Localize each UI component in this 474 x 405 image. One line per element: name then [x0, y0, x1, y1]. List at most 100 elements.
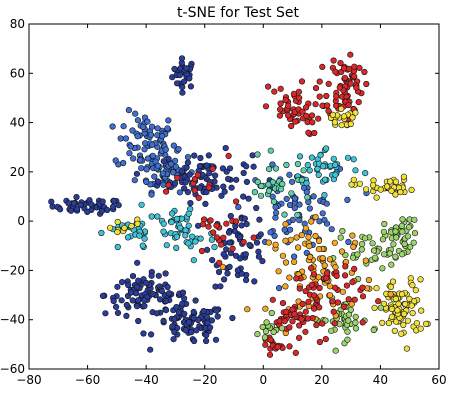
- scatter-point-navy: [256, 216, 263, 223]
- scatter-point-blue: [296, 217, 303, 224]
- scatter-point-red: [209, 165, 216, 172]
- scatter-point-navy: [221, 276, 228, 283]
- scatter-point-navy: [197, 154, 204, 162]
- scatter-point-navy: [70, 200, 78, 207]
- scatter-point-orange: [279, 252, 287, 259]
- scatter-point-orange: [282, 283, 289, 290]
- scatter-point-red: [334, 299, 342, 306]
- scatter-point-red: [225, 152, 232, 159]
- scatter-point-navy: [73, 205, 81, 212]
- scatter-point-orange: [326, 256, 334, 263]
- scatter-point-green: [268, 309, 275, 317]
- scatter-point-red: [351, 63, 358, 70]
- scatter-point-navy: [183, 65, 190, 72]
- scatter-point-navy: [171, 316, 178, 323]
- scatter-point-red: [323, 270, 331, 277]
- scatter-point-blue: [131, 177, 138, 184]
- scatter-point-blue: [172, 163, 179, 170]
- scatter-point-navy: [214, 313, 221, 320]
- scatter-point-green: [354, 251, 361, 258]
- scatter-point-navy: [242, 251, 249, 258]
- scatter-point-yellow: [417, 325, 424, 332]
- scatter-point-cyan: [344, 154, 352, 161]
- scatter-point-red: [299, 300, 306, 308]
- scatter-point-navy: [207, 324, 214, 331]
- scatter-point-red: [277, 85, 284, 92]
- scatter-point-navy: [149, 290, 156, 298]
- scatter-point-green: [278, 325, 286, 332]
- scatter-point-red: [316, 284, 323, 292]
- scatter-point-navy: [77, 202, 84, 209]
- scatter-point-green: [328, 327, 335, 334]
- scatter-point-navy: [48, 198, 55, 205]
- scatter-point-teal: [265, 187, 273, 194]
- scatter-point-yellow: [385, 320, 393, 327]
- scatter-point-orange: [306, 243, 313, 250]
- scatter-point-yellow: [114, 229, 121, 236]
- scatter-point-blue: [148, 191, 155, 198]
- scatter-point-blue: [170, 169, 177, 176]
- scatter-point-yellow: [412, 287, 419, 294]
- scatter-point-green: [393, 234, 400, 241]
- scatter-point-orange: [326, 283, 334, 290]
- scatter-point-navy: [179, 83, 186, 91]
- scatter-point-cyan: [314, 165, 321, 172]
- y-tick-label: −60: [0, 362, 25, 376]
- scatter-point-green: [380, 228, 388, 235]
- scatter-point-red: [356, 64, 363, 71]
- scatter-point-navy: [148, 272, 155, 279]
- scatter-point-navy: [190, 315, 197, 322]
- scatter-point-blue: [283, 195, 290, 202]
- scatter-point-cyan: [304, 162, 311, 169]
- scatter-point-green: [381, 251, 388, 258]
- scatter-point-orange: [265, 239, 272, 246]
- scatter-point-cyan: [173, 233, 180, 240]
- x-tick-label: 0: [259, 373, 267, 387]
- scatter-point-navy: [109, 203, 117, 210]
- scatter-point-navy: [246, 241, 253, 249]
- scatter-point-cyan: [148, 213, 155, 220]
- scatter-point-red: [311, 129, 318, 137]
- scatter-point-navy: [220, 183, 227, 190]
- scatter-point-orange: [332, 264, 339, 271]
- scatter-point-orange: [326, 292, 334, 299]
- scatter-point-navy: [141, 302, 148, 310]
- y-tick-label: 20: [10, 165, 25, 179]
- scatter-point-navy: [225, 229, 233, 236]
- scatter-point-navy: [251, 278, 258, 285]
- scatter-point-orange: [349, 232, 356, 239]
- scatter-point-blue: [328, 226, 335, 233]
- scatter-point-navy: [185, 319, 193, 326]
- scatter-point-blue: [269, 161, 276, 168]
- scatter-point-orange: [262, 305, 269, 312]
- scatter-point-orange: [365, 276, 373, 284]
- scatter-point-blue: [159, 170, 167, 177]
- x-tick-label: −40: [133, 373, 158, 387]
- scatter-point-red: [205, 223, 212, 230]
- scatter-point-blue: [184, 154, 192, 161]
- scatter-point-red: [292, 349, 299, 357]
- scatter-point-red: [277, 106, 284, 113]
- scatter-point-red: [347, 51, 354, 58]
- scatter-point-blue: [175, 146, 182, 153]
- scatter-point-red: [361, 68, 368, 76]
- scatter-point-navy: [204, 314, 211, 321]
- scatter-point-blue: [143, 166, 150, 173]
- scatter-point-yellow: [388, 187, 395, 194]
- scatter-point-yellow: [392, 295, 399, 303]
- scatter-point-yellow: [338, 105, 345, 112]
- scatter-point-red: [342, 263, 349, 270]
- scatter-point-yellow: [402, 301, 409, 308]
- scatter-point-blue: [281, 226, 288, 233]
- scatter-point-red: [296, 334, 303, 342]
- scatter-point-navy: [123, 301, 130, 309]
- scatter-point-blue: [310, 193, 317, 200]
- scatter-point-red: [191, 187, 198, 194]
- scatter-point-cyan: [173, 215, 181, 222]
- scatter-point-navy: [171, 328, 178, 336]
- scatter-point-red: [265, 83, 272, 90]
- scatter-point-yellow: [423, 320, 430, 328]
- scatter-point-blue: [125, 106, 132, 114]
- scatter-point-yellow: [379, 319, 386, 327]
- scatter-point-navy: [203, 337, 210, 345]
